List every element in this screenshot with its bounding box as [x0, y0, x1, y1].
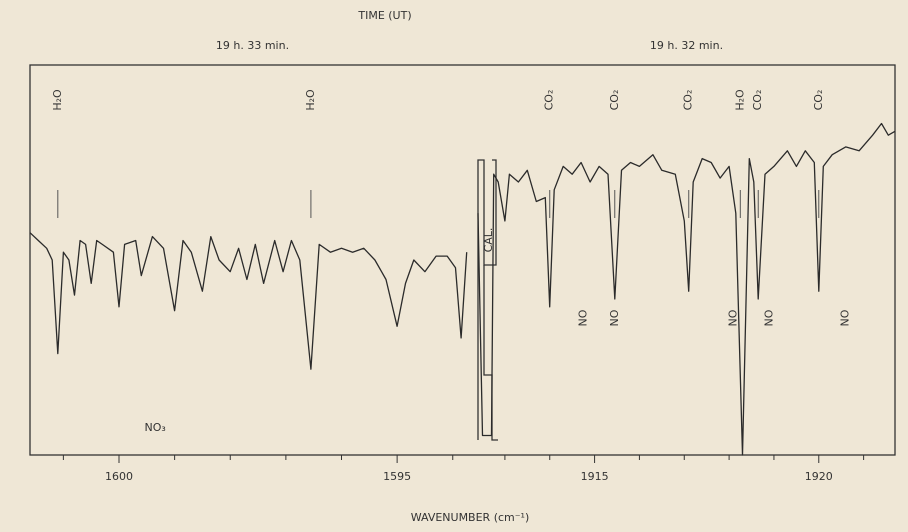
lower-label: NO: [762, 309, 775, 326]
lower-label: NO: [576, 309, 589, 326]
spectrum-line: [477, 122, 896, 456]
species-label: H₂O: [304, 89, 317, 111]
x-axis-title: WAVENUMBER (cm⁻¹): [411, 511, 530, 524]
species-label: H₂O: [733, 89, 746, 111]
time-label: 19 h. 33 min.: [216, 39, 289, 52]
species-label: CO₂: [751, 90, 764, 111]
cal-label: CAL.: [482, 228, 495, 253]
species-label: H₂O: [51, 89, 64, 111]
lower-label: NO: [727, 309, 740, 326]
chart-title: TIME (UT): [357, 9, 411, 22]
plot-frame: [29, 64, 896, 456]
x-tick-label: 1600: [105, 470, 133, 483]
species-label: CO₂: [682, 90, 695, 111]
species-label: CO₂: [608, 90, 621, 111]
x-tick-label: 1595: [383, 470, 411, 483]
time-label: 19 h. 32 min.: [650, 39, 723, 52]
lower-label: NO: [839, 309, 852, 326]
spectrum-line: [29, 232, 468, 370]
species-label: CO₂: [812, 90, 825, 111]
species-label: CO₂: [543, 90, 556, 111]
lower-label: NO: [608, 309, 621, 326]
x-tick-label: 1920: [805, 470, 833, 483]
x-tick-label: 1915: [581, 470, 609, 483]
lower-label: NO₃: [145, 421, 166, 434]
